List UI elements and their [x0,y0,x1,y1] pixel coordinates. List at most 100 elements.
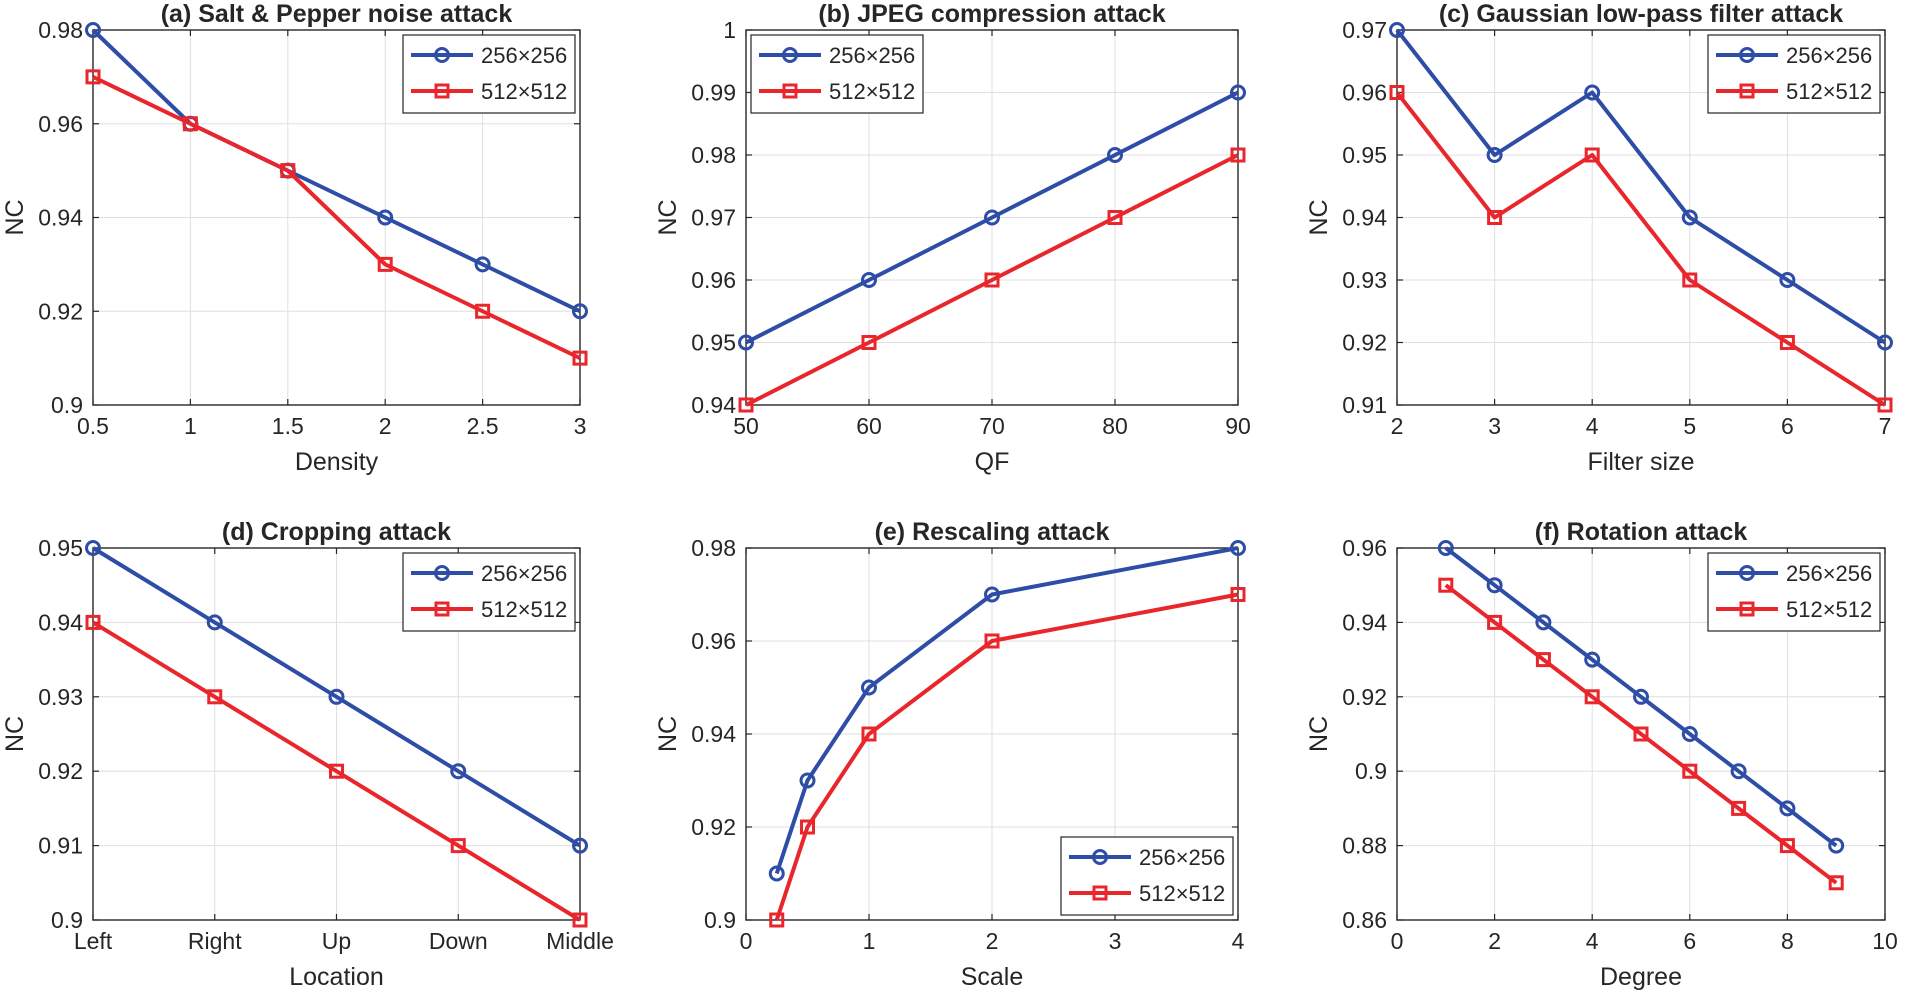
x-tick-label: 2 [1391,413,1404,439]
data-point-square [572,912,588,928]
y-tick-label: 0.91 [1342,392,1387,418]
y-tick-label: 0.92 [38,758,83,784]
data-point-square [572,350,588,366]
data-point-square [984,272,1000,288]
legend-label: 512×512 [1139,881,1225,906]
y-tick-label: 0.98 [691,535,736,561]
data-point-square [377,256,393,272]
series-line [774,546,1239,875]
legend-label: 512×512 [481,79,567,104]
x-axis-label: QF [975,448,1010,476]
x-tick-label: 3 [1488,413,1501,439]
x-tick-label: 1.5 [272,413,304,439]
y-axis-label: NC [1,199,29,235]
legend-label: 256×256 [829,43,915,68]
x-tick-label: 90 [1225,413,1251,439]
y-tick-label: 0.91 [38,833,83,859]
data-point-square [1230,147,1246,163]
series-line [745,90,1239,345]
y-tick-label: 0.88 [1342,833,1387,859]
data-point-circle [738,334,754,351]
y-tick-label: 0.96 [1342,80,1387,106]
data-point-circle [1535,614,1552,631]
legend: 256×256 512×512 [1707,552,1881,632]
data-point-square [1389,85,1405,100]
y-tick-label: 0.94 [1342,205,1387,231]
axes-frame [745,547,1239,921]
chart-title: (e) Rescaling attack [875,518,1110,546]
y-tick-label: 1 [723,17,736,43]
x-tick-label: 2 [1488,928,1501,954]
series-512 [769,587,1246,928]
chart-title: (a) Salt & Pepper noise attack [161,0,513,28]
x-tick-label: 4 [1586,928,1599,954]
series-512 [1389,85,1893,413]
y-tick-label: 0.94 [38,609,83,635]
data-point-square [800,819,815,835]
series-256 [85,540,588,854]
series-512 [738,147,1246,413]
y-tick-label: 0.99 [691,80,736,106]
legend-marker-square [1092,885,1108,901]
y-tick-label: 0.93 [38,684,83,710]
series-256 [768,540,1246,882]
data-point-circle [1107,147,1123,163]
y-tick-label: 0.9 [1355,758,1387,784]
data-point-circle [1633,688,1649,705]
data-point-circle [984,586,1000,603]
chart-panel-c: 2 3 4 5 6 7 0.91 0.92 0.93 0.94 0.95 0.96 0.97 (c) Ga… [1305,0,1893,476]
data-point-circle [1779,800,1796,817]
legend-marker-square [434,601,450,617]
y-tick-label: 0.97 [1342,17,1387,43]
data-point-square [1779,335,1795,350]
x-tick-label: 10 [1872,928,1898,954]
x-tick-label: 80 [1102,413,1128,439]
y-tick-label: 0.92 [1342,684,1387,710]
axes-frame [92,29,581,406]
data-point-circle [1486,577,1503,594]
legend-box [402,552,576,632]
x-tick-label: 8 [1781,928,1794,954]
data-point-circle [1877,334,1893,351]
data-point-circle [328,688,345,705]
legend: 256×256 512×512 [750,34,924,114]
legend-label: 256×256 [1139,845,1225,870]
legend-label: 256×256 [481,561,567,586]
series-256 [1389,22,1893,351]
x-tick-label: Up [322,928,351,954]
series-256 [738,84,1246,351]
data-point-circle [1779,272,1796,288]
data-point-square [1584,689,1600,705]
x-tick-label: 2.5 [467,413,499,439]
series-line [1395,28,1887,345]
y-tick-label: 0.96 [1342,535,1387,561]
data-point-circle [768,865,785,882]
legend-marker-square [782,83,798,99]
data-point-circle [572,303,588,320]
data-point-circle [1730,763,1747,780]
chart-title: (c) Gaussian low-pass filter attack [1439,0,1843,28]
x-tick-label: 1 [863,928,876,954]
chart-panel-e: 0 1 2 3 4 0.9 0.92 0.94 0.96 0.98 (e) Rescaling at… [654,518,1246,991]
y-tick-label: 0.95 [1342,142,1387,168]
y-tick-label: 0.96 [38,111,83,137]
chart-panel-a: 0.5 1 1.5 2 2.5 3 0.9 0.92 0.94 0.96 0.98 (a) Salt … [1,0,588,476]
data-point-square [1828,875,1844,891]
y-tick-label: 0.98 [38,17,83,43]
y-tick-label: 0.94 [691,721,736,747]
axes-frame [1396,547,1886,921]
series-512 [1438,577,1844,891]
data-point-square [1682,272,1698,288]
data-point-square [1877,397,1893,413]
x-tick-label: Down [429,928,488,954]
y-tick-label: 0.92 [1342,330,1387,356]
data-point-square [280,163,296,179]
series-line [745,153,1239,407]
legend-marker-circle [1739,47,1755,63]
axes-frame [1396,29,1886,406]
data-point-circle [85,540,101,556]
legend: 256×256 512×512 [402,34,576,114]
x-tick-label: 2 [379,413,392,439]
data-point-circle [206,614,223,631]
y-tick-label: 0.98 [691,142,736,168]
